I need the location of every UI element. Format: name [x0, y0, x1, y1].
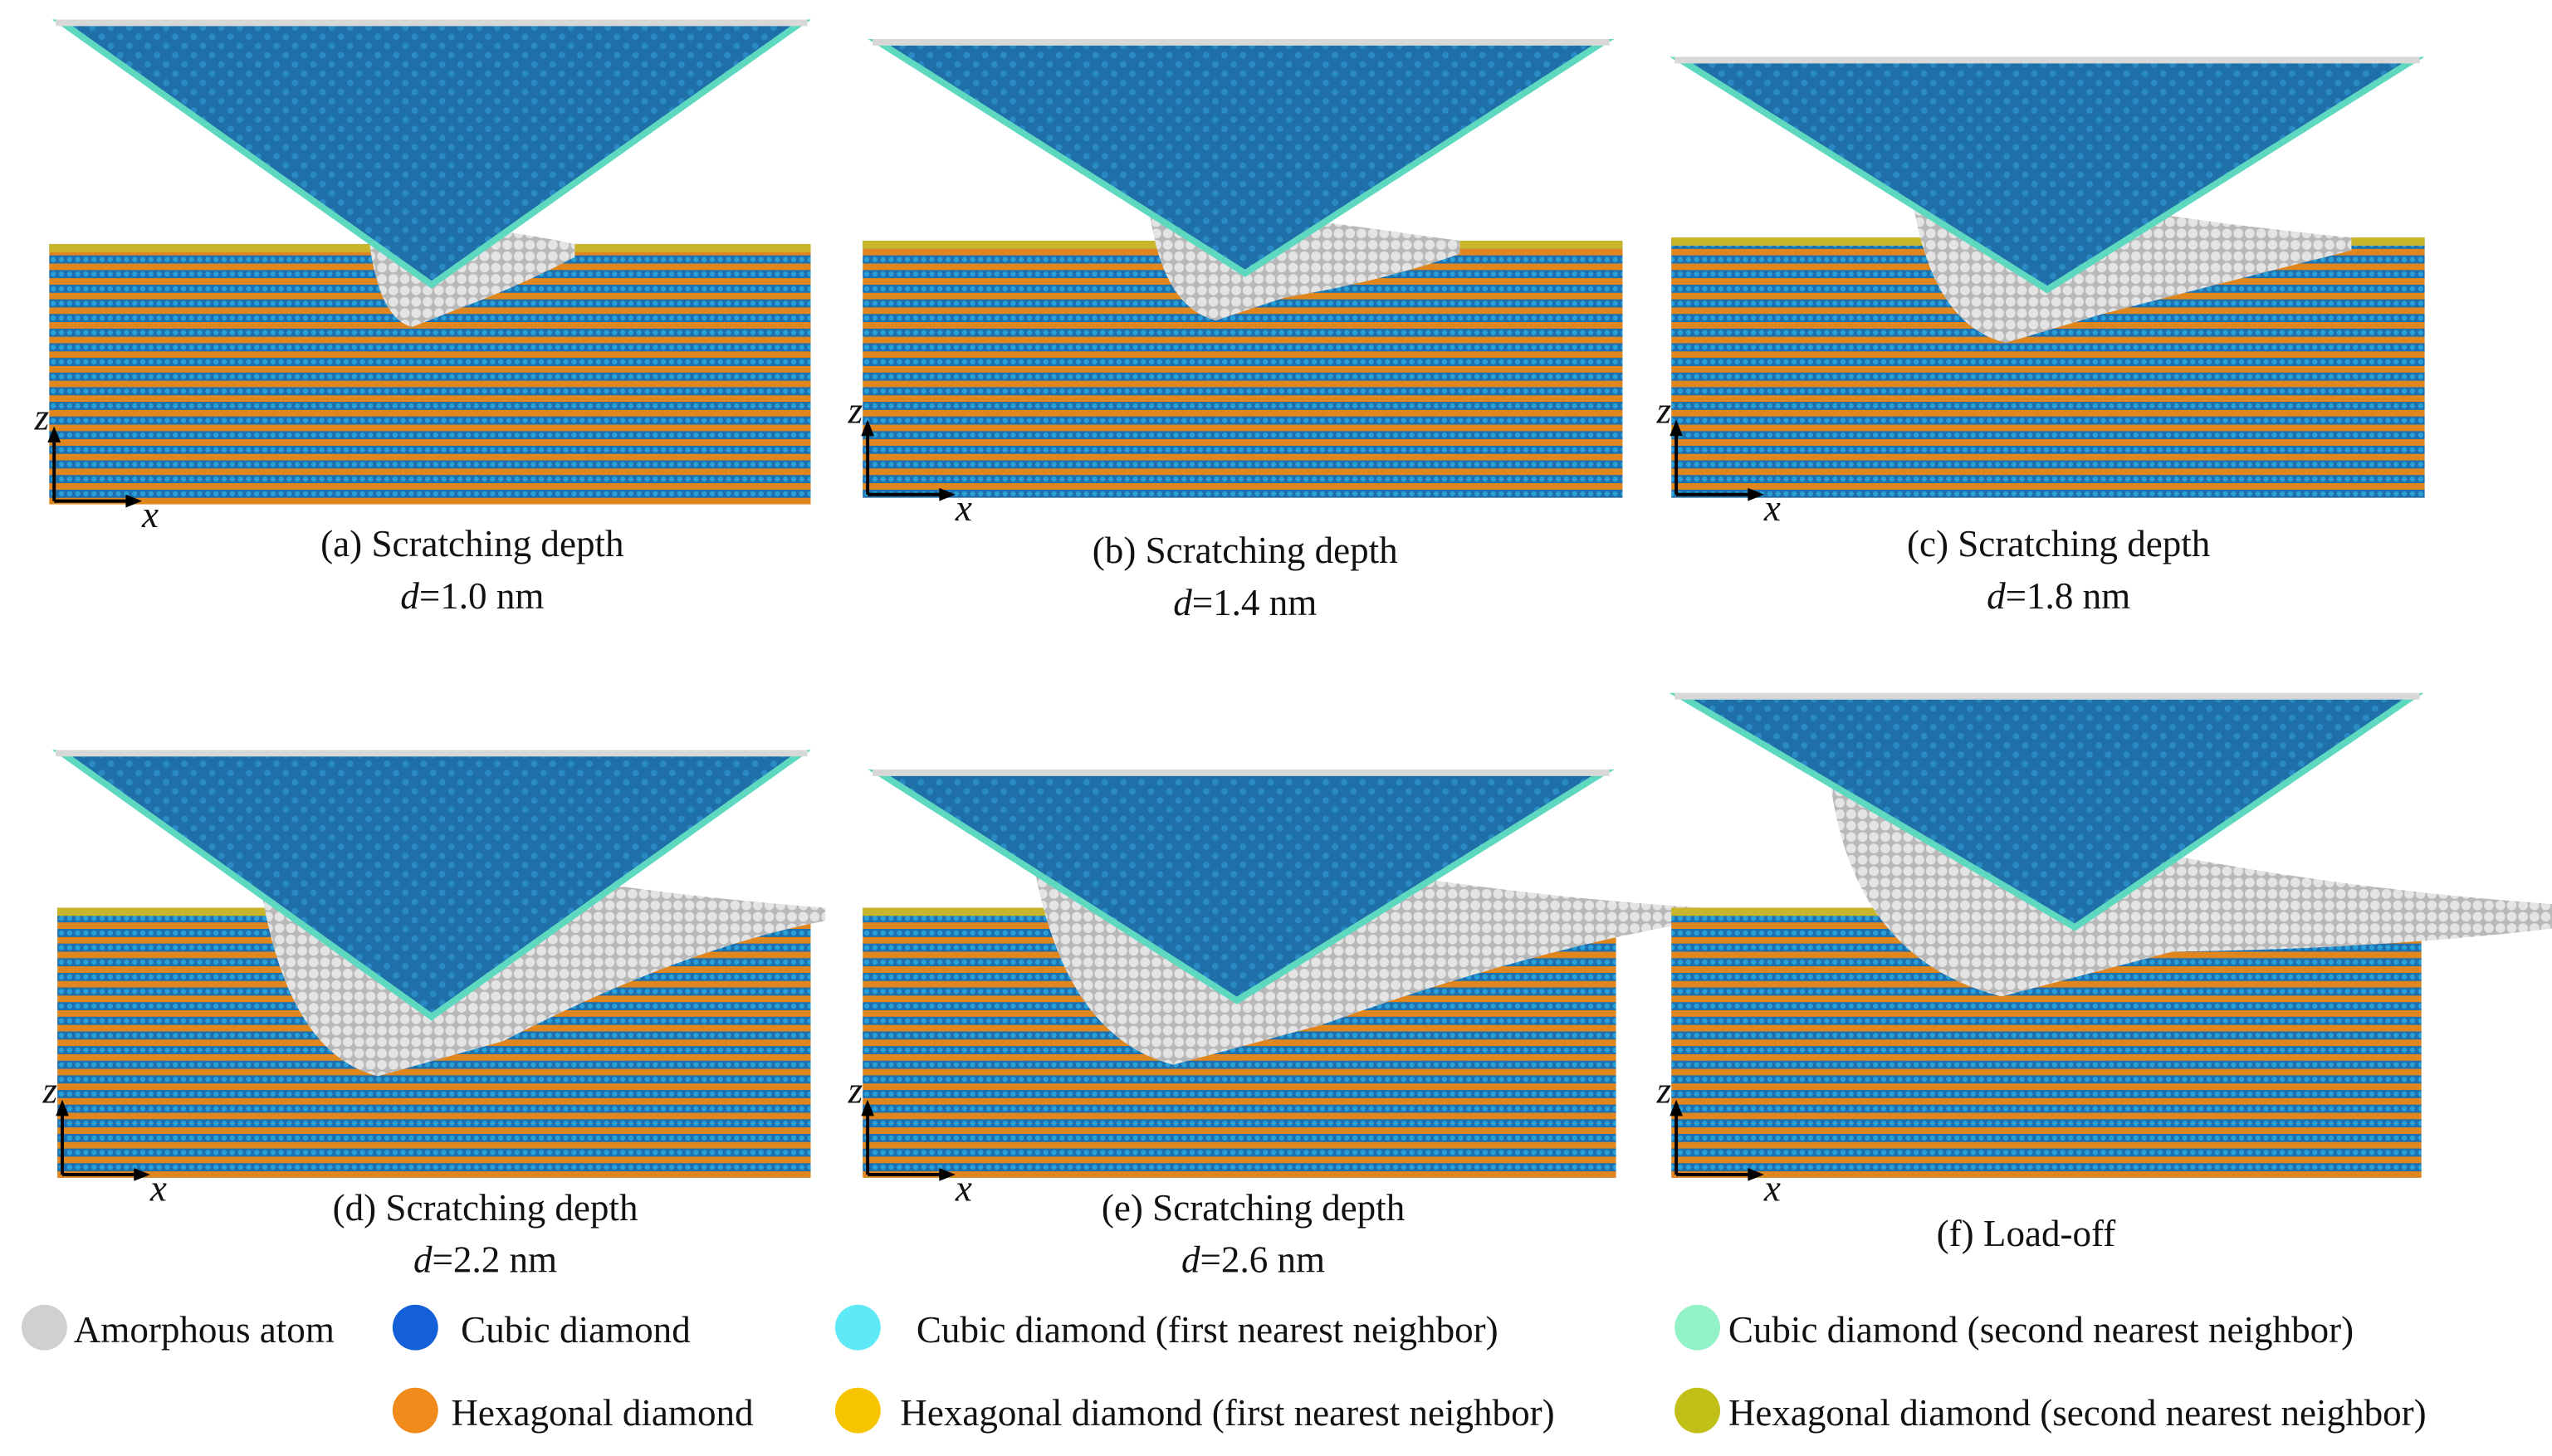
x-axis-label: x — [141, 494, 159, 535]
z-arrow — [1670, 419, 1683, 437]
z-axis-label: z — [848, 390, 863, 432]
x-arrow — [1748, 1168, 1764, 1181]
x-axis-label: x — [955, 487, 972, 529]
panel: z x (b) Scratching depth d=1.4 nm — [848, 39, 1623, 623]
x-arrow — [939, 1168, 956, 1181]
z-axis-label: z — [1656, 1070, 1672, 1112]
depth-value: =2.2 nm — [433, 1239, 558, 1281]
legend-label: Amorphous atom — [74, 1309, 335, 1351]
panel: z x (a) Scratching depth d=1.0 nm — [34, 19, 812, 617]
x-arrow — [125, 494, 143, 508]
z-arrow — [47, 426, 61, 443]
panel-caption: (f) Load-off — [1937, 1213, 2116, 1254]
depth-symbol: d — [1181, 1239, 1200, 1281]
panel: z x (f) Load-off — [1656, 692, 2552, 1254]
panel-depth: d=1.0 nm — [400, 575, 544, 617]
x-axis-label: x — [1763, 487, 1781, 529]
x-arrow — [1748, 487, 1764, 501]
legend-label: Hexagonal diamond — [451, 1392, 753, 1434]
legend-label: Cubic diamond — [461, 1309, 691, 1351]
depth-symbol: d — [413, 1239, 433, 1281]
panel: z x (d) Scratching depth d=2.2 nm — [42, 750, 826, 1281]
legend-label: Hexagonal diamond (second nearest neighb… — [1728, 1392, 2427, 1434]
depth-symbol: d — [1173, 582, 1192, 623]
panel-depth: d=2.2 nm — [413, 1239, 557, 1281]
panel-depth: d=1.8 nm — [1987, 575, 2130, 617]
z-axis-label: z — [42, 1070, 57, 1112]
depth-value: =2.6 nm — [1200, 1239, 1326, 1281]
x-axis-label: x — [1763, 1167, 1781, 1209]
legend-swatch — [1674, 1387, 1721, 1434]
legend-swatch — [392, 1387, 438, 1434]
x-axis-label: x — [955, 1167, 972, 1209]
depth-value: =1.4 nm — [1192, 582, 1318, 623]
tool — [868, 39, 1615, 277]
legend-swatch — [22, 1304, 67, 1351]
panel-depth: d=2.6 nm — [1181, 1239, 1325, 1281]
legend-swatch — [834, 1304, 881, 1351]
panel-caption: (a) Scratching depth — [320, 523, 623, 564]
legend-swatch — [834, 1387, 881, 1434]
depth-symbol: d — [1987, 575, 2006, 617]
panel-depth: d=1.4 nm — [1173, 582, 1317, 623]
x-axis-label: x — [149, 1167, 167, 1209]
legend-label: Hexagonal diamond (first nearest neighbo… — [900, 1392, 1554, 1434]
legend-label: Cubic diamond (first nearest neighbor) — [917, 1309, 1498, 1351]
depth-value: =1.0 nm — [419, 575, 545, 617]
legend-label: Cubic diamond (second nearest neighbor) — [1728, 1309, 2354, 1351]
depth-value: =1.8 nm — [2006, 575, 2131, 617]
z-axis-label: z — [848, 1070, 863, 1112]
z-axis-label: z — [34, 396, 50, 437]
z-arrow — [56, 1099, 69, 1116]
panel: z x (c) Scratching depth d=1.8 nm — [1656, 56, 2425, 617]
panel-caption: (d) Scratching depth — [333, 1187, 638, 1229]
panel: z x (e) Scratching depth d=2.6 nm — [848, 769, 1703, 1281]
panel-caption: (e) Scratching depth — [1102, 1187, 1405, 1229]
panel-caption: (c) Scratching depth — [1907, 523, 2210, 564]
depth-symbol: d — [400, 575, 419, 617]
z-arrow — [861, 1099, 874, 1116]
legend-swatch — [1674, 1304, 1721, 1351]
z-axis-label: z — [1656, 390, 1672, 432]
legend-swatch — [392, 1304, 438, 1351]
x-arrow — [134, 1168, 150, 1181]
z-arrow — [1670, 1099, 1683, 1116]
panel-caption: (b) Scratching depth — [1093, 530, 1398, 571]
z-arrow — [861, 419, 874, 437]
x-arrow — [939, 487, 956, 501]
